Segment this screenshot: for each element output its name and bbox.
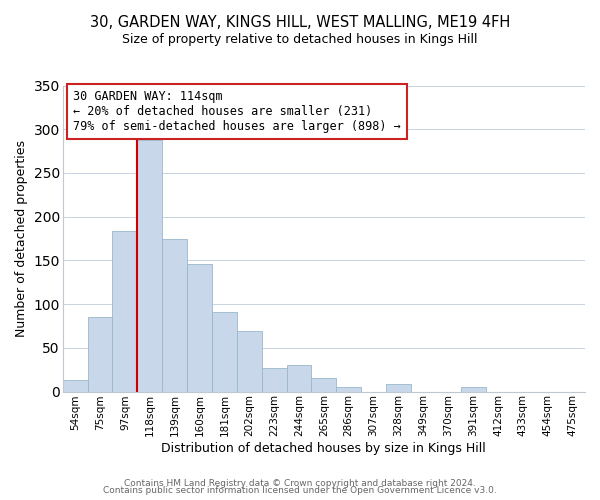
Bar — [237, 331, 262, 392]
Bar — [212, 312, 237, 392]
Bar — [386, 384, 411, 392]
Bar — [461, 387, 485, 392]
Bar — [336, 387, 361, 392]
Bar — [262, 368, 287, 392]
Text: 30 GARDEN WAY: 114sqm
← 20% of detached houses are smaller (231)
79% of semi-det: 30 GARDEN WAY: 114sqm ← 20% of detached … — [73, 90, 401, 133]
Y-axis label: Number of detached properties: Number of detached properties — [15, 140, 28, 337]
Bar — [112, 230, 137, 392]
Bar — [88, 317, 112, 392]
Bar — [162, 238, 187, 392]
Bar — [311, 378, 336, 392]
Bar — [63, 380, 88, 392]
X-axis label: Distribution of detached houses by size in Kings Hill: Distribution of detached houses by size … — [161, 442, 486, 455]
Text: 30, GARDEN WAY, KINGS HILL, WEST MALLING, ME19 4FH: 30, GARDEN WAY, KINGS HILL, WEST MALLING… — [90, 15, 510, 30]
Text: Size of property relative to detached houses in Kings Hill: Size of property relative to detached ho… — [122, 32, 478, 46]
Text: Contains HM Land Registry data © Crown copyright and database right 2024.: Contains HM Land Registry data © Crown c… — [124, 478, 476, 488]
Bar — [187, 264, 212, 392]
Bar — [287, 366, 311, 392]
Bar — [137, 140, 162, 392]
Text: Contains public sector information licensed under the Open Government Licence v3: Contains public sector information licen… — [103, 486, 497, 495]
